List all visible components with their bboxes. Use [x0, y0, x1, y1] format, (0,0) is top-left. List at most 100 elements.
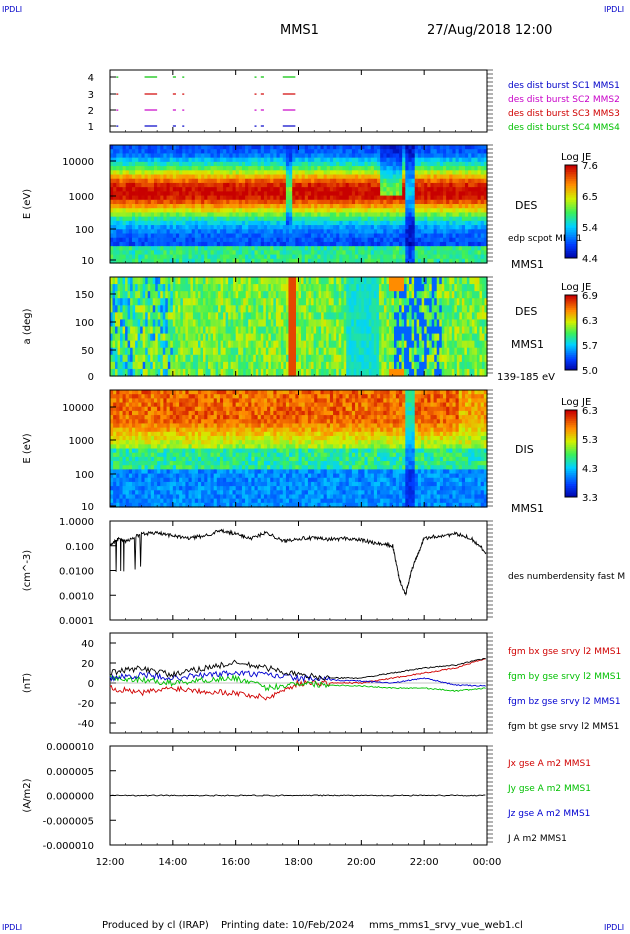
heatmap-cell [260, 312, 264, 321]
heatmap-cell [386, 145, 391, 150]
heatmap-cell [326, 237, 331, 243]
heatmap-cell [120, 326, 124, 335]
heatmap-cell [380, 204, 384, 209]
heatmap-cell [155, 361, 159, 370]
heatmap-cell [353, 312, 357, 321]
heatmap-cell [308, 298, 312, 306]
heatmap-cell [182, 153, 186, 159]
heatmap-cell [116, 149, 121, 155]
heatmap-cell [273, 340, 277, 349]
heatmap-cell [245, 250, 249, 256]
heatmap-cell [417, 208, 422, 214]
heatmap-cell [188, 254, 193, 260]
heatmap-cell [195, 368, 199, 377]
heatmap-cell [427, 204, 432, 209]
heatmap-cell [317, 187, 322, 192]
heatmap-cell [386, 174, 391, 180]
heatmap-cell [455, 237, 460, 243]
heatmap-cell [361, 145, 366, 150]
heatmap-cell [471, 212, 476, 218]
heatmap-cell [329, 149, 334, 155]
heatmap-cell [230, 284, 234, 292]
heatmap-cell [180, 298, 184, 306]
heatmap-cell [320, 153, 325, 159]
heatmap-cell [389, 216, 394, 222]
heatmap-cell [162, 347, 166, 356]
heatmap-cell [201, 229, 205, 235]
heatmap-cell [210, 216, 215, 222]
heatmap-cell [280, 277, 285, 285]
heatmap-cell [182, 199, 186, 205]
heatmap-cell [122, 204, 127, 209]
heatmap-cell [289, 250, 293, 256]
heatmap-cell [125, 347, 129, 356]
heatmap-cell [245, 305, 249, 313]
heatmap-cell [351, 305, 355, 313]
heatmap-cell [358, 326, 362, 335]
heatmap-cell [295, 254, 300, 260]
heatmap-cell [342, 246, 347, 251]
heatmap-cell [446, 166, 450, 171]
heatmap-cell [314, 246, 318, 251]
heatmap-cell [245, 347, 249, 356]
heatmap-cell [342, 225, 347, 230]
heatmap-cell [301, 347, 305, 356]
heatmap-cell [421, 191, 425, 197]
heatmap-cell [278, 319, 282, 328]
heatmap-cell [483, 166, 488, 171]
heatmap-cell [316, 340, 320, 349]
heatmap-cell [326, 161, 331, 167]
heatmap-cell [135, 241, 139, 247]
heatmap-cell [477, 229, 482, 235]
heatmap-cell [383, 216, 388, 222]
heatmap-cell [119, 145, 124, 150]
heatmap-cell [120, 277, 124, 285]
heatmap-cell [110, 157, 114, 163]
heatmap-cell [395, 246, 400, 251]
heatmap-cell [112, 312, 116, 321]
heatmap-cell [245, 319, 249, 328]
heatmap-cell [439, 250, 444, 256]
heatmap-cell [260, 212, 265, 218]
heatmap-cell [141, 246, 146, 251]
heatmap-cell [185, 340, 189, 349]
heatmap-cell [213, 229, 218, 235]
heatmap-cell [392, 250, 397, 256]
heatmap-cell [115, 368, 119, 377]
heatmap-cell [165, 319, 169, 328]
heatmap-cell [188, 191, 193, 197]
heatmap-cell [233, 326, 237, 335]
heatmap-cell [218, 361, 222, 370]
heatmap-cell [180, 368, 184, 377]
heatmap-cell [255, 368, 259, 377]
heatmap-cell [115, 361, 119, 370]
heatmap-cell [370, 204, 375, 209]
heatmap-cell [295, 170, 300, 176]
heatmap-cell [364, 166, 369, 171]
heatmap-cell [433, 199, 438, 205]
heatmap-cell [216, 241, 221, 247]
heatmap-cell [343, 284, 347, 292]
heatmap-cell [218, 312, 222, 321]
heatmap-cell [339, 220, 344, 226]
heatmap-cell [280, 312, 285, 321]
heatmap-cell [293, 319, 297, 328]
heatmap-cell [323, 153, 328, 159]
heatmap-cell [311, 326, 315, 335]
heatmap-cell [191, 170, 196, 176]
heatmap-cell [402, 157, 406, 163]
heatmap-cell [351, 312, 355, 321]
heatmap-cell [166, 199, 171, 205]
heatmap-cell [358, 298, 362, 306]
heatmap-cell [245, 233, 249, 239]
heatmap-cell [257, 145, 262, 150]
heatmap-cell [336, 174, 340, 180]
heatmap-cell [333, 145, 337, 150]
heatmap-cell [345, 225, 350, 230]
heatmap-cell [187, 347, 192, 356]
heatmap-cell [204, 258, 208, 264]
heatmap-cell [293, 361, 297, 370]
heatmap-cell [386, 250, 391, 256]
heatmap-cell [260, 368, 264, 377]
heatmap-cell [430, 153, 435, 159]
